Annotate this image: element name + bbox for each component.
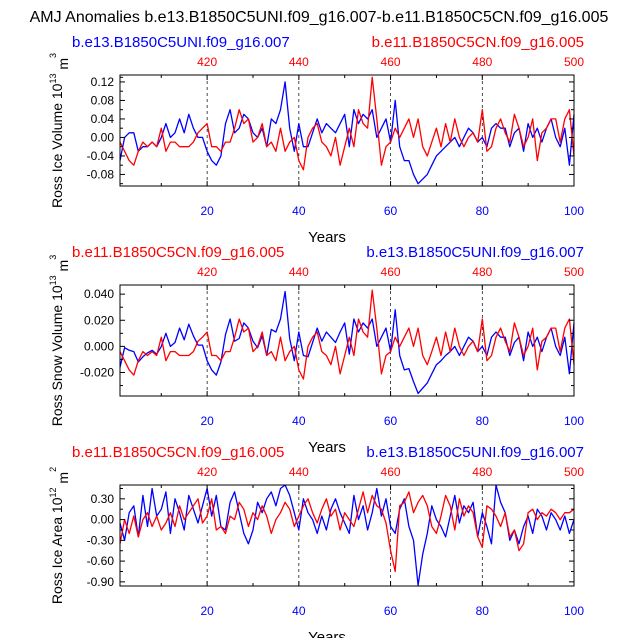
x-axis-title: Years [308,229,346,246]
y-tick-label: 0.04 [91,112,115,126]
y-axis-title-unit-exp: 3 [48,53,58,58]
x-tick-label-top: 500 [564,55,584,69]
x-tick-label-top: 420 [197,265,217,279]
y-axis-title-main: Ross Ice Volume 10 [49,83,65,208]
series-line-red [119,491,575,573]
panel-1: b.e13.B1850C5UNI.f09_g16.007 b.e11.B1850C… [48,34,584,246]
panel-3: b.e11.B1850C5CN.f09_g16.005 b.e13.B1850C5… [48,444,584,638]
x-tick-label-top: 440 [289,265,309,279]
y-tick-label: 0.30 [91,492,115,506]
y-axis-title: Ross Snow Volume 1013 m3 [48,255,71,426]
x-tick-label-bottom: 100 [564,204,584,218]
figure-title: AMJ Anomalies b.e13.B1850C5UNI.f09_g16.0… [30,9,609,26]
y-axis-title-exp: 13 [48,74,58,84]
x-tick-label-top: 420 [197,55,217,69]
y-tick-label: -0.30 [87,533,115,547]
x-tick-label-bottom: 40 [292,414,306,428]
x-tick-label-bottom: 80 [476,604,490,618]
x-tick-label-bottom: 60 [384,204,398,218]
x-tick-label-top: 500 [564,265,584,279]
panel-title-left: b.e11.B1850C5CN.f09_g16.005 [72,444,284,461]
y-axis-title-exp: 13 [48,275,58,285]
x-tick-label-bottom: 20 [200,204,214,218]
panel-title-right: b.e13.B1850C5UNI.f09_g16.007 [366,444,584,461]
x-tick-label-bottom: 100 [564,414,584,428]
y-tick-label: 0.000 [84,339,114,353]
series-line-blue [119,81,575,185]
x-axis-title: Years [308,439,346,456]
y-axis-title-unit: m [55,260,71,276]
x-tick-label-top: 480 [472,265,492,279]
y-axis-title-main: Ross Snow Volume 10 [49,285,65,426]
y-tick-label: -0.90 [87,575,115,589]
x-tick-label-bottom: 40 [292,204,306,218]
x-tick-label-top: 420 [197,465,217,479]
x-tick-label-bottom: 80 [476,204,490,218]
y-tick-label: -0.60 [87,554,115,568]
x-tick-label-top: 480 [472,55,492,69]
y-tick-label: 0.020 [84,313,114,327]
y-tick-label: 0.040 [84,287,114,301]
y-tick-label: 0.00 [91,130,115,144]
plot-frame [119,284,575,397]
x-tick-label-top: 440 [289,55,309,69]
plot-frame [119,484,575,587]
panel-title-right: b.e11.B1850C5CN.f09_g16.005 [372,34,584,51]
series-line-blue [119,484,575,586]
series-line-red [119,289,575,380]
series-line-blue [119,290,575,395]
y-axis-title-main: Ross Ice Area 10 [49,497,65,604]
x-tick-label-top: 440 [289,465,309,479]
y-tick-label: -0.020 [80,365,114,379]
y-axis-title: Ross Ice Area 1012 m2 [48,467,71,604]
plot-frame [119,74,575,187]
x-tick-label-bottom: 20 [200,604,214,618]
x-tick-label-bottom: 20 [200,414,214,428]
y-axis-title-unit: m [55,472,71,488]
y-axis-title: Ross Ice Volume 1013 m3 [48,53,71,208]
y-tick-label: 0.12 [91,75,115,89]
x-tick-label-bottom: 60 [384,604,398,618]
panel-2: b.e11.B1850C5CN.f09_g16.005 b.e13.B1850C5… [48,244,584,456]
x-tick-label-bottom: 100 [564,604,584,618]
panel-title-right: b.e13.B1850C5UNI.f09_g16.007 [366,244,584,261]
x-tick-label-bottom: 80 [476,414,490,428]
x-tick-label-bottom: 40 [292,604,306,618]
x-tick-label-top: 460 [381,265,401,279]
x-tick-label-top: 500 [564,465,584,479]
x-tick-label-top: 480 [472,465,492,479]
y-tick-label: 0.08 [91,93,115,107]
x-tick-label-top: 460 [381,465,401,479]
y-axis-title-exp: 12 [48,487,58,497]
x-axis-title: Years [308,629,346,638]
y-axis-title-unit-exp: 3 [48,255,58,260]
panel-title-left: b.e11.B1850C5CN.f09_g16.005 [72,244,284,261]
y-tick-label: 0.00 [91,513,115,527]
x-tick-label-top: 460 [381,55,401,69]
panel-title-left: b.e13.B1850C5UNI.f09_g16.007 [72,34,290,51]
y-axis-title-unit: m [55,58,71,74]
y-axis-title-unit-exp: 2 [48,467,58,472]
y-tick-label: -0.08 [87,167,115,181]
series-line-red [119,76,575,171]
y-tick-label: -0.04 [87,149,115,163]
x-tick-label-bottom: 60 [384,414,398,428]
